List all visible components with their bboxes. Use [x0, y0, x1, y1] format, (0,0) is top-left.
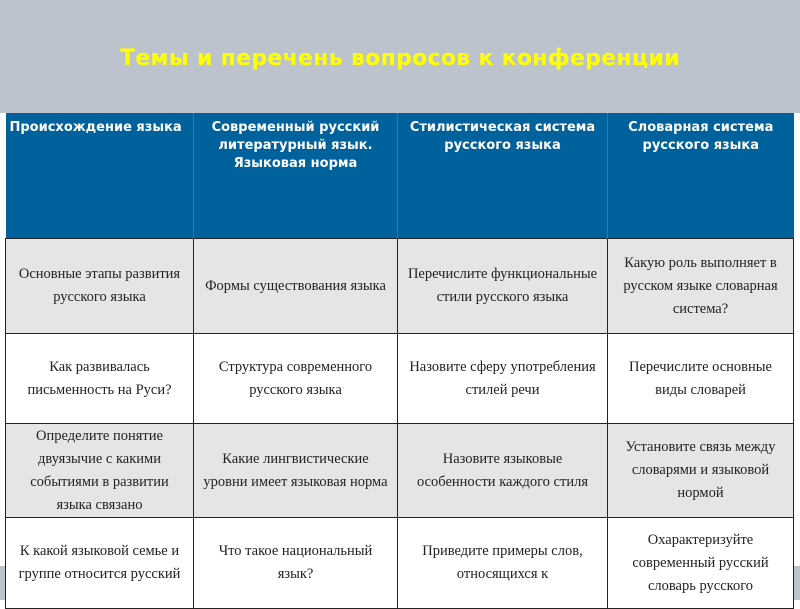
table-cell: Назовите сферу употребления стилей речи: [397, 333, 608, 424]
table-cell: Назовите языковые особенности каждого ст…: [397, 423, 608, 518]
table-cell: Перечислите функциональные стили русског…: [397, 238, 608, 334]
table-cell: Охарактеризуйте современный русский слов…: [607, 517, 794, 609]
slide-title: Темы и перечень вопросов к конференции: [120, 46, 680, 71]
table-cell: Формы существования языка: [193, 238, 398, 334]
table-cell: Какую роль выполняет в русском языке сло…: [607, 238, 794, 334]
table-cell: Приведите примеры слов, относящихся к: [397, 517, 608, 609]
table-row: К какой языковой семье и группе относитс…: [5, 517, 794, 609]
table-cell: Структура современного русского языка: [193, 333, 398, 424]
table-cell: Что такое национальный язык?: [193, 517, 398, 609]
table-header-row: Происхождение языка Современный русский …: [5, 113, 794, 239]
slide-header-background: [0, 0, 800, 113]
table-cell: Как развивалась письменность на Руси?: [5, 333, 194, 424]
table-cell: Основные этапы развития русского языка: [5, 238, 194, 334]
table-cell: Какие лингвистические уровни имеет языко…: [193, 423, 398, 518]
table-row: Как развивалась письменность на Руси? Ст…: [5, 333, 794, 424]
table-cell: Установите связь между словарями и языко…: [607, 423, 794, 518]
table-row: Определите понятие двуязычие с какими со…: [5, 423, 794, 518]
header-cell: Происхождение языка: [5, 113, 194, 239]
table-cell: Определите понятие двуязычие с какими со…: [5, 423, 194, 518]
header-cell: Современный русский литературный язык. Я…: [193, 113, 398, 239]
table-row: Основные этапы развития русского языка Ф…: [5, 238, 794, 334]
table-cell: Перечислите основные виды словарей: [607, 333, 794, 424]
header-cell: Стилистическая система русского языка: [397, 113, 608, 239]
conference-topics-table: Происхождение языка Современный русский …: [5, 113, 794, 609]
table-cell: К какой языковой семье и группе относитс…: [5, 517, 194, 609]
header-cell: Словарная система русского языка: [607, 113, 794, 239]
